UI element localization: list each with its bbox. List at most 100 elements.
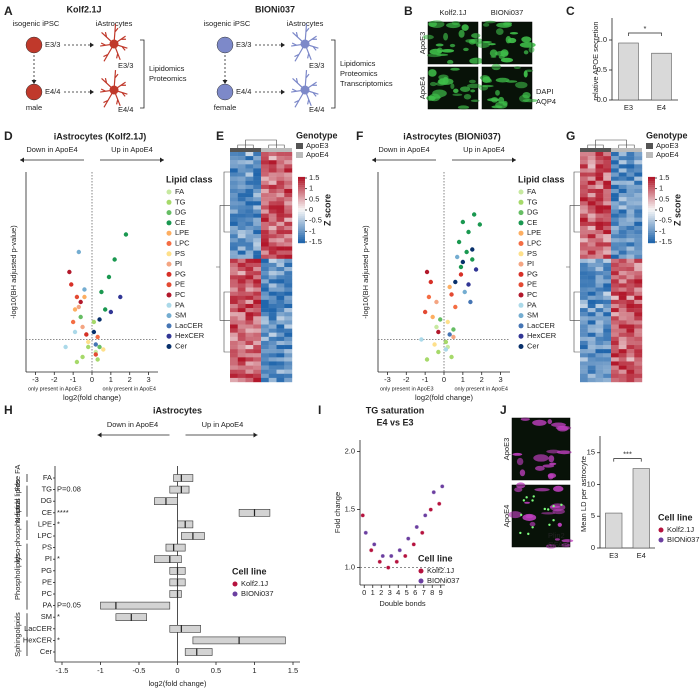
heatmap-cell: [284, 349, 293, 354]
heatmap-cell: [284, 328, 293, 333]
heatmap-cell: [245, 262, 254, 268]
heatmap-cell: [261, 324, 269, 329]
micrograph-signal: [459, 86, 471, 92]
point: [91, 329, 97, 335]
heatmap-cell: [245, 320, 254, 325]
heatmap-cell: [261, 361, 269, 366]
heatmap-cell: [237, 172, 246, 177]
heatmap-cell: [618, 291, 627, 296]
heatmap-cell: [618, 168, 627, 173]
heatmap-cell: [268, 258, 277, 264]
heatmap-cell: [284, 254, 293, 259]
micrograph-signal: [525, 514, 534, 519]
heatmap-cell: [230, 361, 238, 366]
heatmap-cell: [603, 332, 612, 338]
heatmap-cell: [268, 254, 277, 259]
point: [462, 289, 467, 295]
heatmap-cell: [261, 156, 269, 161]
heatmap-cell: [580, 246, 588, 251]
point: [473, 267, 479, 272]
colorbar-step: [298, 226, 305, 229]
heatmap-cell: [618, 324, 627, 329]
chart-title: iAstrocytes: [153, 405, 202, 415]
heatmap-cell: [261, 160, 269, 165]
heatmap-cell: [626, 303, 635, 309]
heatmap-cell: [603, 291, 612, 296]
heatmap-cell: [634, 271, 643, 276]
colorbar-step: [648, 214, 655, 217]
legend-label: LacCER: [175, 321, 204, 330]
heatmap-cell: [284, 377, 293, 383]
point: [453, 304, 458, 310]
heatmap-cell: [253, 365, 262, 370]
heatmap-cell: [261, 205, 269, 210]
heatmap-cell: [580, 156, 588, 161]
heatmap-cell: [587, 365, 596, 370]
bar: [605, 512, 623, 549]
micrograph-signal: [534, 465, 545, 471]
heatmap-cell: [611, 377, 619, 383]
heatmap-cell: [230, 168, 238, 173]
heatmap-cell: [587, 188, 596, 194]
heatmap-cell: [245, 308, 254, 313]
x-tick-label: -1: [97, 666, 104, 675]
panel-label: E: [216, 129, 224, 143]
x-tick-label: 0.5: [211, 666, 221, 675]
heatmap-cell: [276, 234, 285, 239]
heatmap-cell: [618, 275, 627, 280]
point: [443, 339, 449, 345]
micrograph-signal: [498, 96, 505, 104]
heatmap-cell: [634, 328, 643, 333]
legend-label: PS: [175, 249, 185, 258]
legend-marker: [518, 271, 524, 277]
heatmap-cell: [276, 225, 285, 231]
heatmap-cell: [237, 156, 246, 161]
heatmap-cell: [603, 361, 612, 366]
heatmap-cell: [245, 312, 254, 317]
heatmap-cell: [237, 320, 246, 325]
micrograph-signal: [505, 36, 512, 44]
heatmap-cell: [268, 197, 277, 202]
heatmap-cell: [284, 160, 293, 165]
heatmap-cell: [245, 299, 254, 305]
heatmap-cell: [580, 242, 588, 247]
heatmap-cell: [611, 340, 619, 346]
heatmap-cell: [237, 164, 246, 169]
heatmap-cell: [276, 230, 285, 235]
row-label: ApoE4: [502, 505, 511, 528]
heatmap-cell: [634, 377, 643, 383]
row-dendrogram: [566, 171, 580, 353]
heatmap-cell: [603, 230, 612, 235]
point: [470, 257, 475, 262]
heatmap-cell: [626, 332, 635, 338]
heatmap-cell: [230, 353, 238, 358]
heatmap-cell: [237, 230, 246, 235]
heatmap-cell: [595, 279, 604, 284]
heatmap-cell: [268, 193, 277, 198]
heatmap-cell: [237, 336, 246, 342]
heatmap-cell: [603, 357, 612, 362]
legend-swatch: [296, 143, 303, 149]
micrograph-signal: [553, 485, 564, 492]
heatmap-cell: [634, 336, 643, 342]
heatmap-cell: [626, 369, 635, 374]
legend-label: FA: [175, 187, 184, 196]
legend-swatch: [296, 152, 303, 158]
heatmap-cell: [284, 201, 293, 206]
heatmap-cell: [603, 340, 612, 346]
heatmap-cell: [611, 168, 619, 173]
cell-line-title: Kolf2.1J: [66, 4, 101, 14]
arrow-head: [512, 157, 516, 163]
heatmap-cell: [603, 320, 612, 325]
heatmap-cell: [237, 193, 246, 198]
heatmap-cell: [237, 160, 246, 165]
heatmap-cell: [626, 238, 635, 243]
heatmap-cell: [603, 271, 612, 276]
heatmap-cell: [603, 209, 612, 214]
point: [76, 249, 82, 255]
legend-label: DG: [175, 208, 186, 217]
heatmap-cell: [611, 353, 619, 358]
micrograph-signal: [561, 539, 574, 543]
heatmap-cell: [587, 373, 596, 379]
heatmap-cell: [237, 188, 246, 194]
